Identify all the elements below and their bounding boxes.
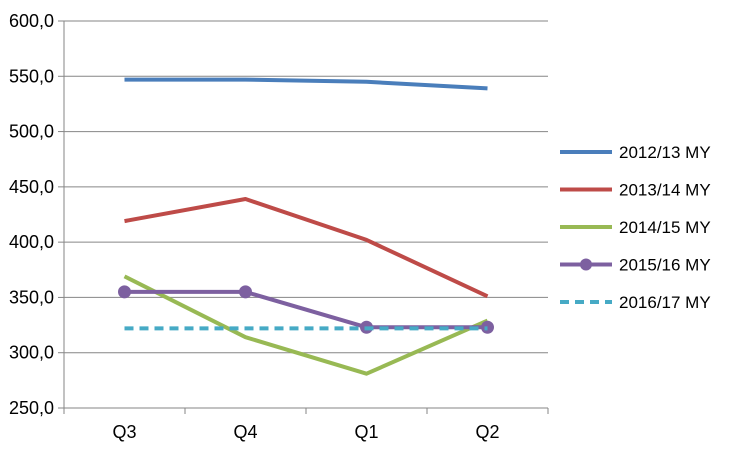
- y-tick-label: 550,0: [9, 66, 54, 86]
- legend: 2012/13 MY 2013/14 MY 2014/15 MY 2015/16 MY…: [560, 143, 711, 312]
- y-tick-label: 350,0: [9, 287, 54, 307]
- y-tick-label: 450,0: [9, 177, 54, 197]
- y-tick-label: 250,0: [9, 398, 54, 418]
- y-tick-label: 300,0: [9, 343, 54, 363]
- x-axis-ticks: Q3 Q4 Q1 Q2: [112, 422, 499, 442]
- y-tick-label: 500,0: [9, 122, 54, 142]
- y-tick-label: 600,0: [9, 11, 54, 31]
- legend-label: 2014/15 MY: [619, 218, 711, 237]
- series-point-4: [239, 285, 252, 299]
- legend-label: 2015/16 MY: [619, 256, 711, 275]
- legend-label: 2013/14 MY: [619, 181, 711, 200]
- series-point-4: [118, 285, 131, 299]
- x-tick-label: Q3: [112, 422, 136, 442]
- axes: [58, 20, 549, 414]
- series-line-1: [124, 77, 488, 91]
- legend-label: 2016/17 MY: [619, 293, 711, 312]
- legend-marker: [580, 258, 592, 271]
- y-axis-ticks: 250,0 300,0 350,0 400,0 450,0 500,0 550,0 600,0: [9, 11, 54, 418]
- series-lines: [118, 77, 494, 376]
- x-tick-label: Q2: [475, 422, 499, 442]
- x-tick-label: Q4: [233, 422, 257, 442]
- series-line-3: [123, 274, 489, 376]
- series-line-2: [124, 197, 489, 299]
- gridlines: [64, 20, 548, 354]
- x-tick-label: Q1: [354, 422, 378, 442]
- y-tick-label: 400,0: [9, 232, 54, 252]
- legend-label: 2012/13 MY: [619, 143, 711, 162]
